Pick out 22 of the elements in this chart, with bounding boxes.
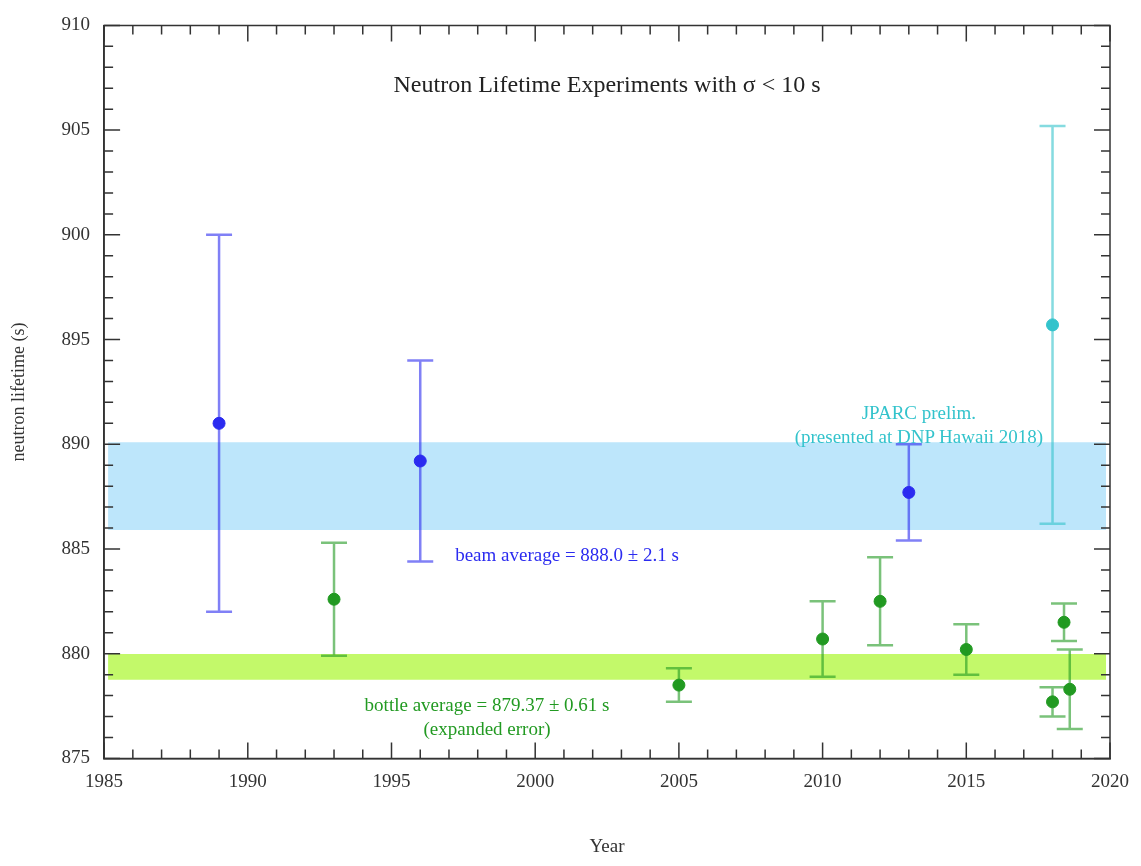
y-tick-label: 900	[61, 222, 91, 244]
band-label: beam average = 888.0 ± 2.1 s	[455, 544, 679, 566]
y-tick-label: 895	[61, 327, 91, 349]
y-tick-label: 905	[61, 118, 91, 140]
x-axis-title: Year	[589, 834, 626, 856]
x-tick-label: 2010	[803, 769, 842, 791]
y-tick-label: 885	[61, 536, 91, 558]
y-tick-label: 890	[61, 432, 91, 454]
x-tick-label: 2005	[659, 769, 698, 791]
text: Neutron Lifetime Experiments with σ < 10 s	[393, 70, 821, 97]
y-tick-label: 910	[61, 13, 91, 35]
x-tick-label: 2015	[947, 769, 986, 791]
y-axis-title: neutron lifetime (s)	[7, 322, 29, 462]
x-tick-label: 2020	[1091, 769, 1129, 791]
x-tick-label: 1990	[228, 769, 267, 791]
x-tick-label: 1985	[85, 769, 124, 791]
y-tick-label: 880	[61, 641, 91, 663]
x-tick-label: 1995	[372, 769, 411, 791]
annotation: JPARC prelim. (presented at DNP Hawaii 2018)	[794, 401, 1044, 448]
y-tick-label: 875	[61, 746, 91, 768]
x-tick-label: 2000	[516, 769, 555, 791]
band-label: bottle average = 879.37 ± 0.61 s (expanded error)	[364, 693, 610, 740]
